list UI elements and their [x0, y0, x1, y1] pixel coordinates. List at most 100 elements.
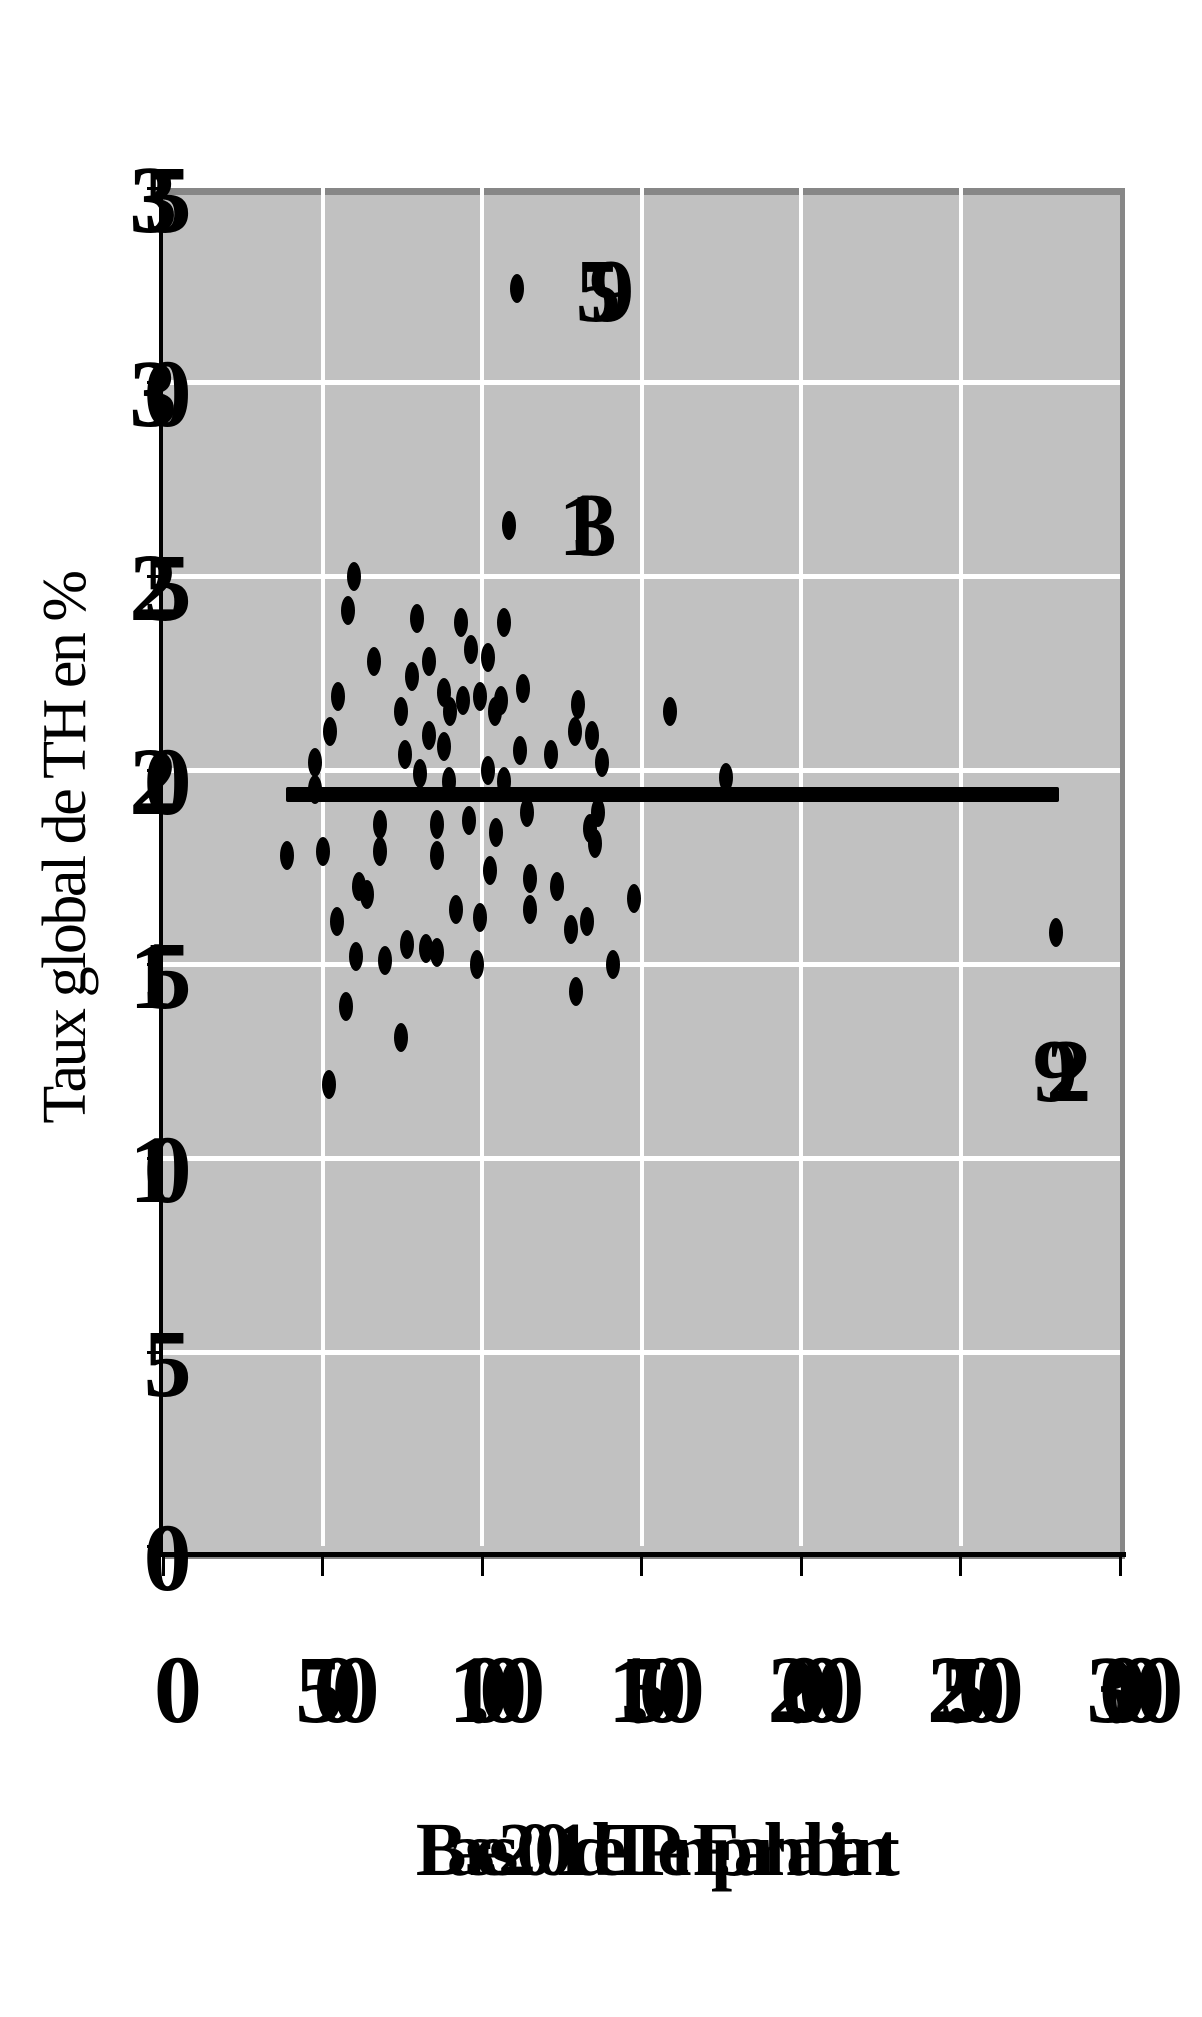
data-point	[329, 906, 344, 936]
data-point	[549, 871, 564, 901]
data-point	[393, 697, 408, 727]
y-tick-mark	[147, 1156, 163, 1160]
y-axis-line	[159, 188, 163, 1556]
data-point	[543, 739, 558, 769]
y-tick-mark	[147, 768, 163, 772]
x-gridline	[480, 188, 484, 1546]
data-point	[393, 1023, 408, 1053]
data-point	[449, 895, 464, 925]
data-point	[569, 976, 584, 1006]
data-point	[348, 941, 363, 971]
data-point	[481, 755, 496, 785]
data-point	[594, 747, 609, 777]
data-point	[441, 767, 456, 797]
data-point	[564, 914, 579, 944]
data-point	[347, 561, 362, 591]
data-point	[570, 689, 585, 719]
x-tick-label: 2.500	[926, 1636, 1024, 1743]
data-point	[400, 930, 415, 960]
data-point	[519, 798, 534, 828]
data-point	[580, 906, 595, 936]
y-tick-mark	[147, 380, 163, 384]
x-tick-mark	[480, 1554, 484, 1576]
x-tick-mark	[321, 1554, 324, 1576]
data-point	[482, 856, 497, 886]
data-point	[280, 840, 295, 870]
x-gridline	[799, 188, 803, 1546]
x-gridline	[639, 188, 644, 1546]
y-tick-label: 25	[129, 534, 191, 641]
data-point	[419, 933, 434, 963]
data-point	[321, 1069, 336, 1099]
data-point	[626, 883, 641, 913]
data-point	[339, 992, 354, 1022]
data-point	[481, 642, 496, 672]
data-point	[462, 805, 477, 835]
data-point	[315, 836, 330, 866]
data-point	[372, 836, 387, 866]
y-gridline	[163, 1350, 1120, 1355]
y-tick-label: 20	[129, 728, 191, 835]
data-point	[605, 949, 620, 979]
data-point	[497, 608, 512, 638]
y-tick-label: 30	[129, 340, 191, 447]
data-point	[454, 608, 469, 638]
data-point	[443, 697, 458, 727]
data-point	[360, 879, 375, 909]
data-point	[307, 774, 322, 804]
data-point	[1049, 918, 1064, 948]
y-gridline	[163, 380, 1120, 385]
data-point	[377, 945, 392, 975]
y-tick-label: 35	[129, 146, 191, 253]
y-tick-mark	[147, 1350, 163, 1354]
data-point	[489, 817, 504, 847]
x-gridline	[320, 188, 325, 1546]
data-point	[473, 681, 488, 711]
data-point	[341, 596, 356, 626]
data-point	[487, 697, 502, 727]
data-point	[470, 949, 485, 979]
data-point	[522, 895, 537, 925]
y-tick-mark	[147, 1544, 163, 1548]
y-tick-label: 15	[129, 922, 191, 1029]
data-point	[331, 681, 346, 711]
data-point	[366, 646, 381, 676]
x-tick-label: 1.500	[607, 1636, 705, 1743]
x-gridline	[958, 188, 963, 1546]
data-point	[588, 829, 603, 859]
data-point	[307, 747, 322, 777]
y-tick-label: 0	[143, 1504, 193, 1611]
data-point	[372, 809, 387, 839]
data-point	[510, 274, 525, 304]
x-tick-mark	[1118, 1554, 1122, 1576]
y-tick-label: 10	[129, 1116, 191, 1223]
data-point	[455, 685, 470, 715]
data-point	[516, 674, 531, 704]
x-tick-label: 1.000	[448, 1636, 545, 1743]
data-point	[404, 662, 419, 692]
x-tick-label: 0	[153, 1636, 202, 1743]
x-axis-title: Bases 2001 de TP en F. par habitant	[415, 1808, 900, 1892]
point-label: 13	[558, 475, 618, 575]
x-tick-label: 2.000	[767, 1636, 864, 1743]
data-point	[422, 646, 437, 676]
data-point	[522, 864, 537, 894]
y-axis-title: Taux global de TH en %	[31, 572, 99, 1124]
x-tick-mark	[640, 1554, 643, 1576]
data-point	[473, 902, 488, 932]
data-point	[502, 511, 517, 541]
data-point	[436, 732, 451, 762]
point-label: 59	[575, 241, 635, 341]
x-tick-label: 3.000	[1086, 1636, 1183, 1743]
y-tick-mark	[147, 186, 163, 190]
data-point	[719, 763, 734, 793]
y-tick-mark	[147, 962, 163, 966]
point-label: 92	[1032, 1021, 1092, 1121]
trend-line	[285, 787, 1060, 803]
x-tick-mark	[959, 1554, 962, 1576]
data-point	[463, 635, 478, 665]
y-tick-mark	[147, 574, 163, 578]
data-point	[409, 604, 424, 634]
data-point	[323, 716, 338, 746]
